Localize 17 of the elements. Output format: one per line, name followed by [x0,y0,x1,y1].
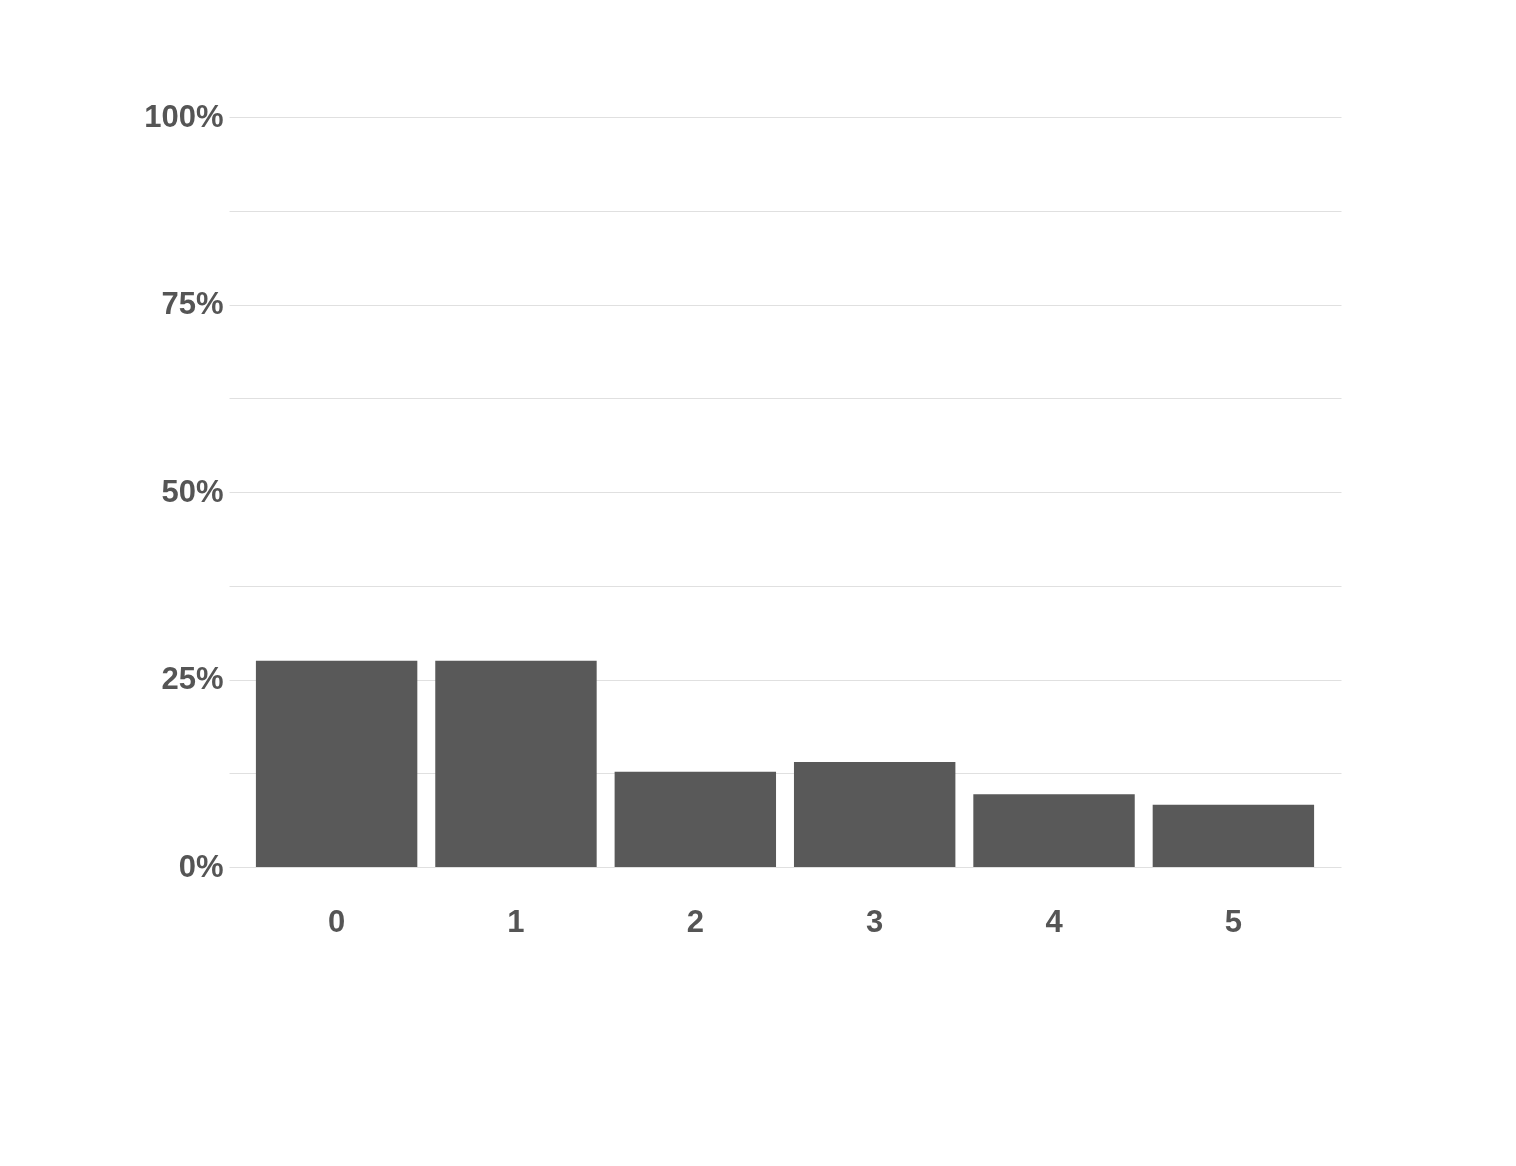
y-tick-label: 75% [161,286,224,321]
x-tick-label: 5 [1224,903,1243,939]
bar [793,762,956,867]
x-tick-label: 4 [1045,903,1064,939]
x-tick-label: 0 [327,903,346,939]
bar [435,660,597,867]
x-tick-label: 2 [686,903,704,939]
y-tick-label: 25% [161,661,224,696]
bar [1152,804,1315,867]
bar [255,660,418,867]
y-tick-label: 50% [161,473,224,509]
y-tick-label: 100% [144,98,224,134]
bar [973,794,1135,867]
x-tick-label: 1 [507,903,525,939]
y-tick-label: 0% [178,848,224,884]
bar [614,771,777,867]
x-tick-label: 3 [866,903,884,939]
